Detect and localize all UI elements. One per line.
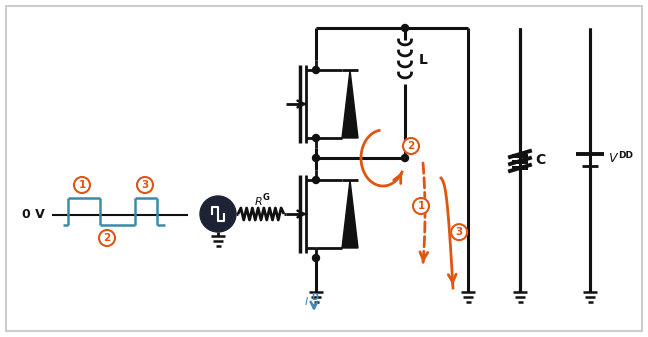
Text: 3: 3 [456, 227, 463, 237]
Circle shape [402, 154, 408, 161]
Text: 2: 2 [104, 233, 111, 243]
Text: G: G [262, 193, 270, 203]
Circle shape [200, 196, 236, 232]
Circle shape [99, 230, 115, 246]
Polygon shape [512, 166, 528, 170]
FancyBboxPatch shape [6, 6, 642, 331]
Text: $I$: $I$ [304, 295, 309, 307]
Circle shape [74, 177, 90, 193]
Circle shape [403, 138, 419, 154]
Polygon shape [342, 70, 358, 138]
Circle shape [137, 177, 153, 193]
Circle shape [312, 134, 319, 142]
Polygon shape [512, 160, 528, 164]
Circle shape [402, 25, 408, 31]
Circle shape [413, 198, 429, 214]
Text: D: D [311, 293, 318, 302]
Text: 3: 3 [141, 180, 148, 190]
Text: $V$: $V$ [608, 153, 619, 165]
Circle shape [312, 177, 319, 184]
Text: C: C [535, 153, 545, 167]
Text: 1: 1 [78, 180, 86, 190]
Circle shape [312, 66, 319, 73]
Polygon shape [512, 154, 528, 158]
Polygon shape [342, 180, 358, 248]
Text: DD: DD [618, 151, 633, 159]
Text: 0 V: 0 V [22, 209, 45, 221]
Text: L: L [419, 53, 428, 67]
Circle shape [451, 224, 467, 240]
Text: 2: 2 [408, 141, 415, 151]
Text: 1: 1 [417, 201, 424, 211]
Text: $R$: $R$ [253, 195, 262, 207]
Circle shape [312, 254, 319, 262]
Circle shape [312, 154, 319, 161]
